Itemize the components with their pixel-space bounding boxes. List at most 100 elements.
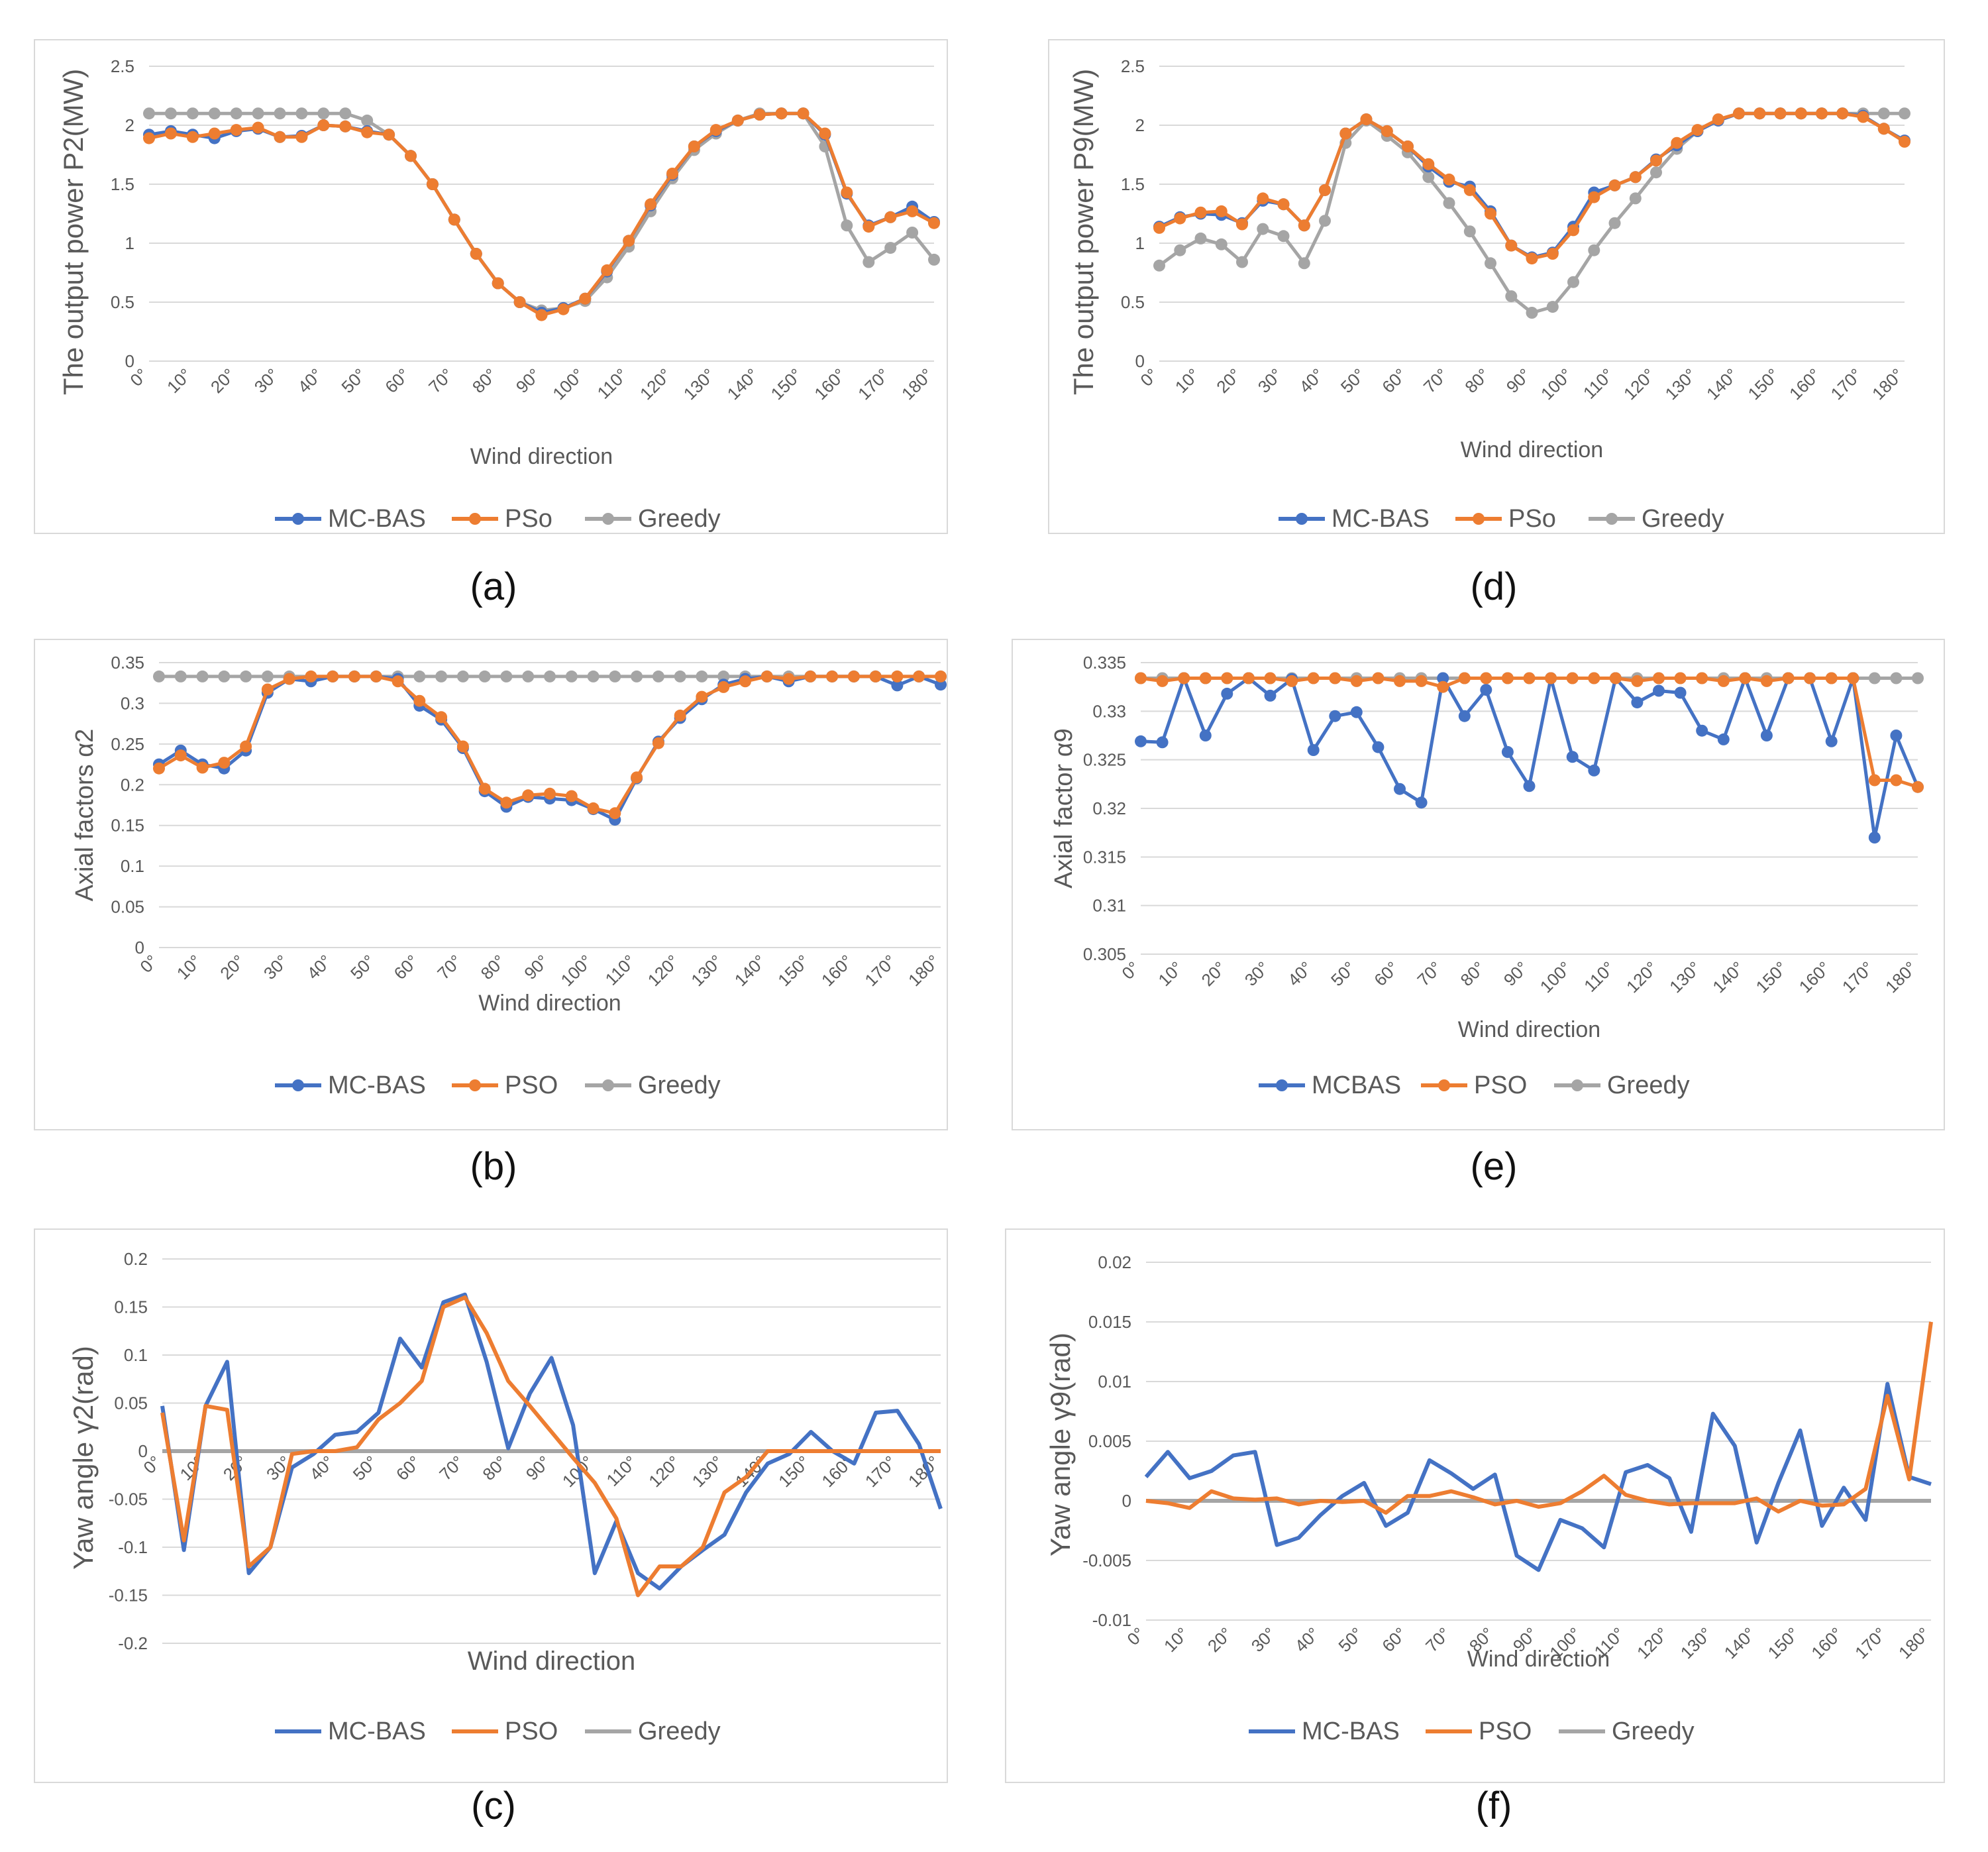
data-point-pso (456, 740, 469, 753)
series-line-mc-bas (1144, 1382, 1932, 1572)
data-point-greedy (252, 107, 264, 120)
y-tick-label: -0.005 (1082, 1551, 1131, 1570)
data-point-greedy (1912, 672, 1924, 684)
data-point-greedy (1868, 672, 1881, 684)
data-point-pso (208, 127, 221, 140)
data-point-pso (1753, 107, 1766, 120)
data-point-pso (1307, 672, 1320, 684)
data-point-greedy (1650, 166, 1662, 179)
legend-marker (1438, 1079, 1450, 1091)
data-point-greedy (841, 219, 853, 232)
data-point-pso (186, 131, 199, 143)
y-tick-label: 0.31 (1092, 896, 1126, 916)
y-tick-label: 0.2 (121, 775, 144, 794)
x-axis-title: Wind direction (1461, 437, 1603, 463)
y-tick-label: 0.335 (1083, 653, 1126, 673)
x-axis-title: Wind direction (468, 1647, 635, 1676)
data-point-mcbas (1631, 696, 1644, 709)
y-tick-label: 0 (125, 351, 134, 371)
data-point-pso (1194, 206, 1207, 219)
x-axis-title: Wind direction (478, 991, 621, 1016)
data-point-greedy (339, 107, 352, 120)
data-point-mcbas (1566, 751, 1579, 763)
chart-border (34, 39, 948, 534)
data-point-pso (1804, 672, 1816, 684)
y-tick-label: 0.05 (111, 897, 144, 917)
y-tick-label: 0.35 (111, 653, 144, 673)
legend-marker (292, 1079, 304, 1091)
data-point-pso (841, 186, 853, 199)
data-point-pso (869, 670, 882, 682)
data-point-greedy (456, 670, 469, 682)
data-point-greedy (652, 670, 664, 682)
data-point-pso (196, 761, 209, 774)
data-point-pso (1156, 675, 1169, 687)
data-point-greedy (1526, 307, 1538, 319)
data-point-pso (906, 205, 919, 217)
data-point-pso (544, 787, 556, 800)
data-point-pso (1782, 672, 1795, 684)
data-point-pso (143, 132, 155, 144)
data-point-pso (1329, 672, 1341, 684)
y-tick-label: 0.25 (111, 734, 144, 754)
y-tick-label: 0.005 (1088, 1431, 1131, 1451)
panel-caption: (f) (1476, 1784, 1512, 1827)
data-point-pso (383, 129, 395, 141)
data-point-greedy (1257, 223, 1269, 235)
data-point-pso (804, 670, 817, 682)
data-point-greedy (240, 670, 252, 682)
x-axis-title: Wind direction (470, 444, 613, 469)
legend-label: Greedy (1642, 505, 1724, 533)
data-point-pso (1609, 672, 1622, 684)
data-point-pso (1215, 205, 1228, 217)
y-tick-label: 0.33 (1092, 701, 1126, 721)
y-axis-title: The output power P9(MW) (1068, 69, 1099, 396)
panel-caption: (c) (471, 1784, 516, 1827)
legend-label: MC-BAS (328, 505, 426, 533)
data-point-greedy (696, 670, 708, 682)
data-point-pso (1463, 184, 1476, 196)
data-point-pso (935, 670, 947, 682)
data-point-pso (1631, 675, 1644, 687)
legend-label: MC-BAS (1332, 505, 1430, 533)
data-point-greedy (587, 670, 600, 682)
data-point-pso (797, 107, 810, 120)
legend-label: Greedy (638, 1071, 721, 1099)
panel-caption: (b) (470, 1145, 517, 1188)
data-point-greedy (1422, 171, 1435, 184)
panel-caption: (a) (470, 565, 517, 608)
data-point-pso (164, 127, 177, 140)
data-point-mcbas (1264, 689, 1277, 702)
data-point-pso (1825, 672, 1838, 684)
legend-marker (1571, 1079, 1583, 1091)
data-point-mcbas (1394, 783, 1406, 795)
data-point-pso (1286, 675, 1298, 687)
chart-panel-b: 00.050.10.150.20.250.30.350° 10° 20° 30° 40°… (34, 639, 948, 1188)
series-line-pso (160, 1295, 941, 1598)
data-point-mcbas (1890, 730, 1903, 741)
y-tick-label: 0 (1135, 351, 1145, 371)
data-point-greedy (174, 670, 187, 682)
data-point-pso (392, 675, 404, 688)
data-point-greedy (274, 107, 286, 120)
data-point-pso (645, 198, 657, 211)
data-point-greedy (143, 107, 155, 120)
data-point-pso (1526, 252, 1538, 265)
legend-label: Greedy (638, 505, 721, 533)
data-point-pso (513, 296, 526, 308)
y-tick-label: 0.315 (1083, 847, 1126, 867)
y-axis-title: Yaw angle γ2(rad) (68, 1346, 99, 1570)
legend-label: PSo (505, 505, 552, 533)
data-point-greedy (196, 670, 209, 682)
data-point-mcbas (1696, 724, 1708, 737)
data-point-pso (218, 757, 231, 769)
data-point-greedy (1215, 238, 1228, 250)
data-point-pso (1696, 672, 1708, 684)
data-point-pso (674, 709, 686, 722)
data-point-pso (535, 309, 548, 321)
y-tick-label: 0.15 (114, 1297, 148, 1317)
data-point-greedy (361, 114, 374, 127)
data-point-pso (731, 114, 744, 127)
